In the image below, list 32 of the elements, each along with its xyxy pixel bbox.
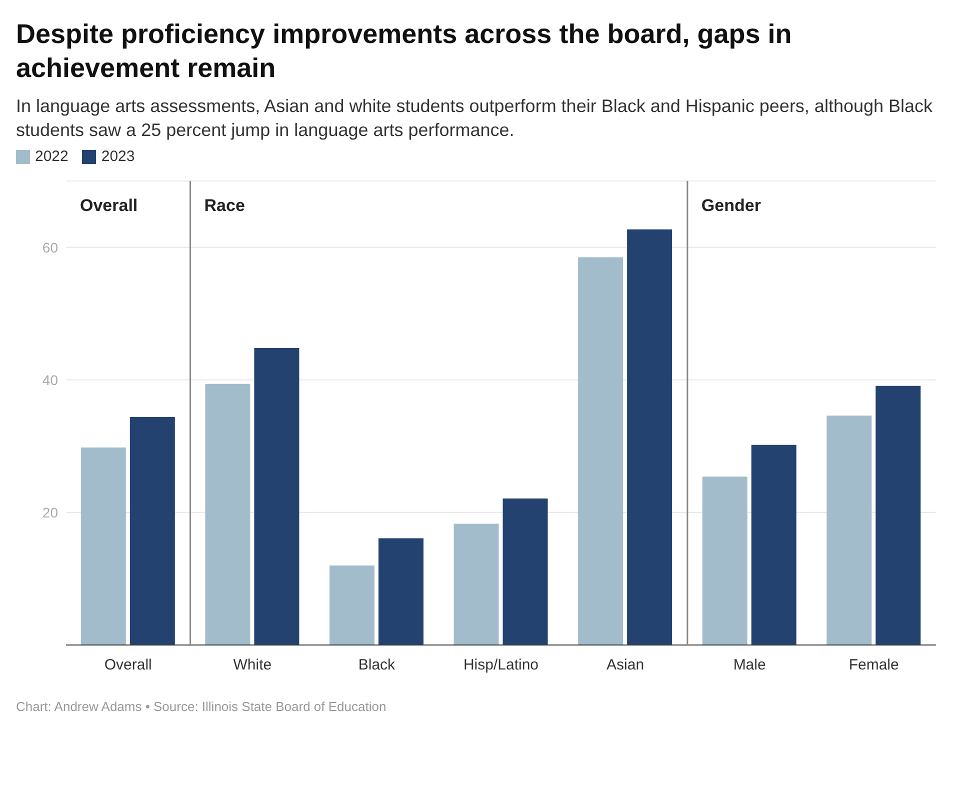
bar (826, 416, 872, 646)
x-tick-label: Asian (606, 656, 644, 674)
bar (751, 444, 796, 646)
y-tick-label: 20 (42, 504, 58, 520)
legend-label: 2022 (34, 148, 68, 166)
bar (378, 538, 424, 646)
chart-title: Despite proficiency improvements across the board, gaps in achievement remain (16, 18, 793, 85)
bar (702, 476, 748, 646)
chart-subtitle: In language arts assessments, Asian and white students outperform their Black and Hispanic peers, although Black students saw a 25 percent jump in language arts performance. (16, 94, 934, 142)
bar (254, 348, 300, 646)
x-tick-label: Hisp/Latino (463, 656, 539, 674)
text: Chart: Andrew Adams • Source: Illinois State Board of Education (16, 699, 388, 714)
bar (876, 386, 921, 646)
bar (205, 384, 250, 646)
annotation: Race (204, 196, 245, 216)
x-tick-label: Black (358, 656, 396, 674)
x-tick-label: Male (733, 656, 766, 674)
annotation: Gender (701, 196, 762, 216)
bar (502, 498, 548, 646)
bar (329, 566, 374, 646)
x-tick-label: Overall (104, 656, 152, 674)
bar (454, 524, 499, 646)
legend-label: 2023 (100, 148, 135, 166)
bar (80, 448, 126, 646)
x-tick-label: White (233, 656, 272, 674)
y-tick-label: 60 (42, 239, 58, 256)
bar (130, 417, 175, 646)
y-tick-label: 40 (42, 372, 58, 388)
annotation: Overall (80, 196, 138, 216)
bar (578, 257, 624, 646)
bar (627, 229, 672, 646)
x-tick-label: Female (848, 656, 899, 674)
